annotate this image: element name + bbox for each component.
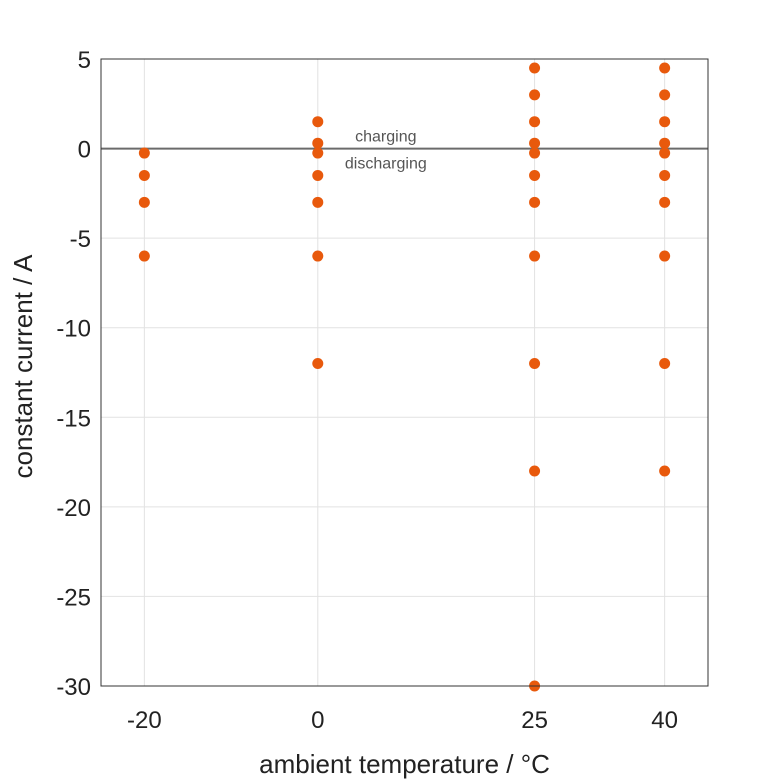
x-tick-label: -20 xyxy=(127,707,162,734)
annotation-charging: charging xyxy=(355,129,416,146)
data-points xyxy=(138,62,671,692)
grid-lines xyxy=(101,58,708,687)
data-point xyxy=(312,250,324,262)
data-point xyxy=(529,147,541,159)
data-point xyxy=(529,169,541,181)
data-point xyxy=(312,137,324,149)
data-point xyxy=(138,250,150,262)
data-point xyxy=(659,250,671,262)
data-point xyxy=(659,358,671,370)
data-point xyxy=(529,89,541,101)
data-point xyxy=(529,465,541,477)
data-point xyxy=(312,196,324,208)
data-point xyxy=(529,62,541,74)
y-tick-label: -25 xyxy=(56,584,91,611)
data-point xyxy=(529,358,541,370)
annotation-discharging: discharging xyxy=(345,156,427,173)
y-tick-label: -5 xyxy=(70,226,91,253)
y-tick-label: 0 xyxy=(78,137,91,164)
data-point xyxy=(529,116,541,128)
y-tick-labels: 5 0 -5 -10 -15 -20 -25 -30 xyxy=(56,47,91,701)
data-point xyxy=(312,358,324,370)
x-axis-title: ambient temperature / °C xyxy=(259,749,550,779)
data-point xyxy=(659,137,671,149)
data-point xyxy=(138,196,150,208)
data-point xyxy=(529,137,541,149)
y-tick-label: -20 xyxy=(56,495,91,522)
data-point xyxy=(659,116,671,128)
x-tick-label: 25 xyxy=(521,707,548,734)
data-point xyxy=(138,169,150,181)
y-tick-label: -15 xyxy=(56,405,91,432)
data-point xyxy=(659,169,671,181)
plot-frame xyxy=(100,58,709,687)
x-tick-label: 0 xyxy=(311,707,324,734)
y-axis-title: constant current / A xyxy=(8,254,38,479)
data-point xyxy=(659,147,671,159)
y-tick-label: -30 xyxy=(56,674,91,701)
x-tick-label: 40 xyxy=(651,707,678,734)
data-point xyxy=(659,465,671,477)
data-point xyxy=(312,147,324,159)
y-tick-label: 5 xyxy=(78,47,91,74)
data-point xyxy=(529,250,541,262)
data-point xyxy=(659,89,671,101)
data-point xyxy=(312,116,324,128)
data-point xyxy=(659,196,671,208)
data-point xyxy=(138,147,150,159)
data-point xyxy=(659,62,671,74)
y-tick-label: -10 xyxy=(56,316,91,343)
x-tick-labels: -20 0 25 40 xyxy=(127,707,678,734)
data-point xyxy=(529,196,541,208)
data-point xyxy=(312,169,324,181)
